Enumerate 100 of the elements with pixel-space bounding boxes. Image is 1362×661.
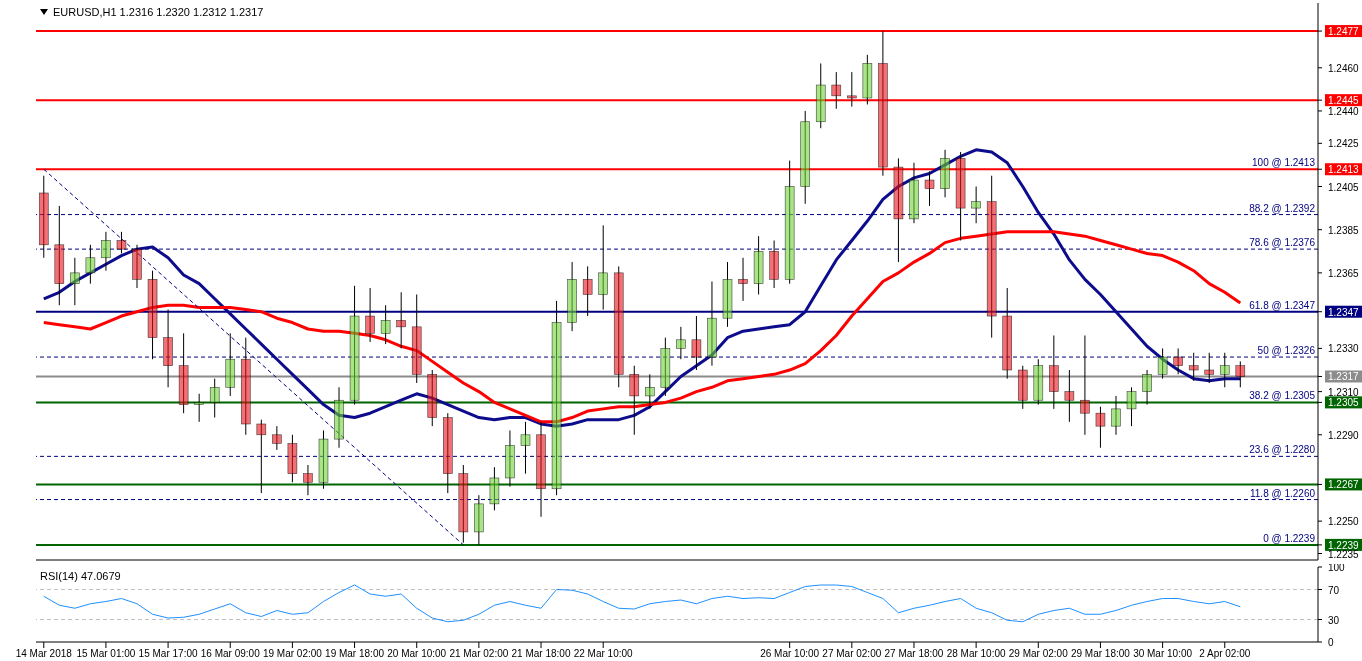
y-tick-label: 1.2405 <box>1328 181 1360 193</box>
candlestick <box>769 239 779 289</box>
ref-line-label: 23.6 @ 1.2280 <box>1249 444 1316 456</box>
candlestick <box>474 494 484 546</box>
candlestick <box>178 332 189 414</box>
candlestick <box>380 304 391 345</box>
candlestick <box>1142 369 1152 406</box>
x-tick-label: 29 Mar 18:00 <box>1070 648 1131 660</box>
y-tick-label: 1.2445 <box>1328 95 1360 107</box>
candlestick <box>660 337 671 397</box>
candlestick <box>613 265 624 388</box>
x-tick-label: 19 Mar 18:00 <box>325 648 385 660</box>
line-series <box>42 230 1242 424</box>
y-tick-label: 0 <box>1328 637 1334 648</box>
y-tick-label: 1.2365 <box>1328 267 1360 279</box>
x-tick-label: 22 Mar 10:00 <box>573 648 634 660</box>
y-tick-label: 30 <box>1328 614 1340 626</box>
x-tick-label: 20 Mar 10:00 <box>387 648 447 660</box>
y-tick-label: 1.2330 <box>1328 343 1360 355</box>
candlestick <box>1204 352 1215 384</box>
y-tick-label: 1.2477 <box>1328 26 1360 38</box>
candlestick <box>458 464 469 544</box>
candlestick <box>272 425 282 451</box>
candlestick <box>132 244 142 289</box>
chart-title: EURUSD,H1 1.2316 1.2320 1.2312 1.2317 <box>53 6 264 18</box>
candlestick <box>1173 347 1183 375</box>
y-tick-label: 1.2239 <box>1328 539 1360 551</box>
candlestick <box>955 151 966 241</box>
ref-line-label: 50 @ 1.2326 <box>1257 345 1316 357</box>
candlestick <box>862 54 873 105</box>
candlestick <box>582 265 593 317</box>
candlestick <box>1033 358 1044 406</box>
candlestick <box>629 365 640 436</box>
candlestick <box>738 257 748 302</box>
ref-line-label: 38.2 @ 1.2305 <box>1249 390 1316 402</box>
y-tick-label: 1.2267 <box>1328 479 1360 491</box>
candlestick <box>194 393 204 423</box>
candlestick <box>520 421 531 475</box>
candlestick <box>411 293 422 384</box>
ref-line-label: 11.8 @ 1.2260 <box>1249 487 1316 499</box>
candlestick <box>722 261 733 328</box>
candlestick <box>1111 395 1121 436</box>
candlestick <box>54 205 65 306</box>
x-tick-label: 15 Mar 17:00 <box>138 648 198 660</box>
x-tick-label: 15 Mar 01:00 <box>76 648 136 660</box>
candlestick <box>116 231 127 254</box>
candlestick <box>427 369 438 427</box>
y-tick-label: 1.2290 <box>1328 429 1360 441</box>
chart-title: RSI(14) 47.0679 <box>40 570 121 582</box>
candlestick <box>38 175 49 259</box>
candlestick <box>505 429 515 488</box>
candlestick <box>893 157 904 263</box>
candlestick <box>396 291 406 349</box>
y-tick-label: 1.2413 <box>1328 164 1360 176</box>
x-tick-label: 29 Mar 02:00 <box>1008 648 1069 660</box>
x-tick-label: 28 Mar 10:00 <box>946 648 1007 660</box>
candlestick <box>676 326 686 360</box>
candlestick <box>645 373 655 410</box>
candlestick <box>1064 369 1075 423</box>
x-tick-label: 21 Mar 02:00 <box>449 648 509 660</box>
candlestick <box>1219 352 1230 388</box>
candlestick <box>1002 287 1013 380</box>
ref-line-label: 88.2 @ 1.2392 <box>1249 202 1316 214</box>
x-tick-label: 14 Mar 2018 <box>15 648 73 660</box>
y-tick-label: 1.2305 <box>1328 397 1360 409</box>
candlestick <box>256 419 267 494</box>
candlestick <box>240 337 251 436</box>
x-tick-label: 27 Mar 02:00 <box>822 648 882 660</box>
x-tick-label: 19 Mar 02:00 <box>262 648 323 660</box>
ref-line-label: 0 @ 1.2239 <box>1263 532 1316 544</box>
candlestick <box>784 160 795 285</box>
y-tick-label: 1.2235 <box>1328 548 1360 560</box>
candlestick <box>847 71 857 108</box>
y-tick-label: 70 <box>1328 584 1340 596</box>
x-tick-label: 27 Mar 18:00 <box>884 648 944 660</box>
candlestick <box>1095 406 1106 449</box>
y-tick-label: 1.2425 <box>1328 138 1360 150</box>
candlestick <box>303 464 313 496</box>
candlestick <box>1188 352 1199 382</box>
ref-line-label: 61.8 @ 1.2347 <box>1249 299 1316 311</box>
candlestick <box>598 224 608 311</box>
candlestick <box>753 235 764 295</box>
y-tick-label: 1.2317 <box>1328 371 1360 383</box>
y-tick-label: 100 <box>1328 562 1346 573</box>
y-tick-label: 1.2385 <box>1328 224 1360 236</box>
y-tick-label: 1.2250 <box>1328 516 1360 528</box>
candlestick <box>536 421 546 518</box>
candlestick <box>940 149 950 198</box>
line-series <box>43 584 1241 623</box>
x-tick-label: 16 Mar 09:00 <box>200 648 261 660</box>
y-tick-label: 1.2347 <box>1328 306 1360 318</box>
x-tick-label: 21 Mar 18:00 <box>511 648 571 660</box>
candlestick <box>831 71 842 110</box>
candlestick <box>365 287 375 343</box>
ref-line-label: 78.6 @ 1.2376 <box>1249 237 1316 249</box>
candlestick <box>442 412 453 494</box>
candlestick <box>909 162 919 224</box>
y-tick-label: 1.2310 <box>1328 386 1360 398</box>
x-tick-label: 2 Apr 02:00 <box>1199 648 1251 660</box>
candlestick <box>1157 347 1168 380</box>
